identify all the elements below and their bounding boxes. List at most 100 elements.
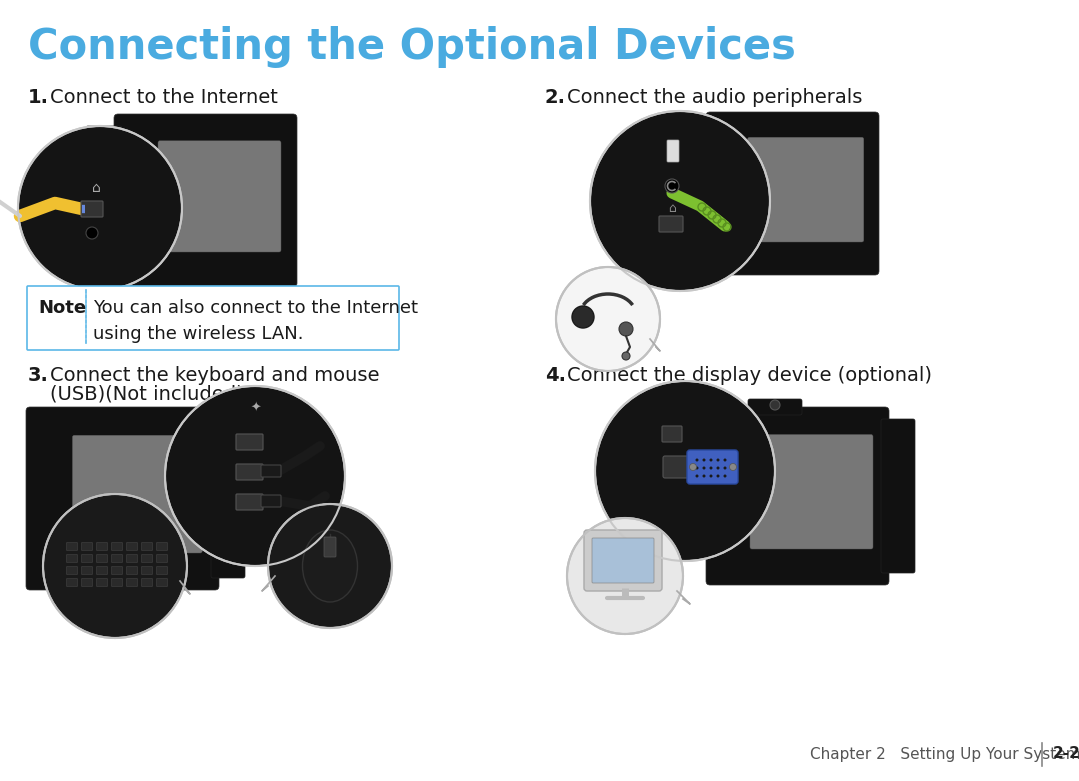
FancyBboxPatch shape: [663, 426, 682, 442]
Circle shape: [696, 475, 698, 477]
FancyBboxPatch shape: [584, 530, 663, 591]
Text: ✦: ✦: [251, 401, 261, 415]
FancyBboxPatch shape: [667, 140, 679, 162]
FancyBboxPatch shape: [748, 137, 864, 242]
Circle shape: [729, 463, 737, 470]
FancyBboxPatch shape: [67, 543, 78, 551]
Circle shape: [716, 475, 720, 477]
FancyBboxPatch shape: [236, 434, 263, 450]
FancyBboxPatch shape: [261, 495, 281, 507]
Text: Connect the keyboard and mouse: Connect the keyboard and mouse: [50, 366, 380, 385]
Circle shape: [595, 381, 775, 561]
FancyBboxPatch shape: [706, 407, 889, 585]
FancyBboxPatch shape: [687, 450, 738, 484]
FancyBboxPatch shape: [236, 494, 263, 510]
FancyBboxPatch shape: [111, 566, 123, 575]
FancyBboxPatch shape: [111, 543, 123, 551]
Circle shape: [716, 466, 720, 469]
FancyBboxPatch shape: [141, 543, 152, 551]
FancyBboxPatch shape: [82, 566, 93, 575]
FancyBboxPatch shape: [72, 435, 202, 553]
Circle shape: [770, 400, 780, 410]
Circle shape: [724, 466, 726, 469]
FancyBboxPatch shape: [748, 399, 802, 415]
Text: 1.: 1.: [28, 88, 49, 107]
FancyBboxPatch shape: [86, 126, 122, 275]
FancyBboxPatch shape: [141, 555, 152, 562]
Circle shape: [566, 518, 683, 634]
FancyBboxPatch shape: [82, 543, 93, 551]
Circle shape: [724, 475, 726, 477]
Circle shape: [710, 466, 712, 469]
Ellipse shape: [302, 530, 357, 602]
FancyBboxPatch shape: [261, 465, 281, 477]
FancyBboxPatch shape: [680, 124, 714, 263]
Text: 4.: 4.: [545, 366, 566, 385]
FancyBboxPatch shape: [96, 579, 108, 587]
FancyBboxPatch shape: [141, 579, 152, 587]
Circle shape: [590, 111, 770, 291]
Circle shape: [702, 475, 706, 477]
FancyBboxPatch shape: [236, 464, 263, 480]
FancyBboxPatch shape: [111, 579, 123, 587]
FancyBboxPatch shape: [750, 434, 873, 549]
Circle shape: [18, 126, 182, 290]
Circle shape: [165, 386, 345, 566]
Text: 2-2: 2-2: [1053, 747, 1079, 761]
Text: You can also connect to the Internet
using the wireless LAN.: You can also connect to the Internet usi…: [93, 299, 418, 344]
Circle shape: [689, 463, 697, 470]
Circle shape: [268, 504, 392, 628]
Circle shape: [619, 322, 633, 336]
FancyBboxPatch shape: [96, 555, 108, 562]
Text: Connecting the Optional Devices: Connecting the Optional Devices: [28, 26, 796, 68]
Circle shape: [665, 179, 679, 193]
FancyBboxPatch shape: [211, 419, 245, 578]
Text: Note: Note: [38, 299, 86, 317]
Circle shape: [696, 458, 698, 462]
FancyBboxPatch shape: [156, 579, 167, 587]
FancyBboxPatch shape: [126, 579, 137, 587]
FancyBboxPatch shape: [27, 286, 399, 350]
Text: 2.: 2.: [545, 88, 566, 107]
FancyBboxPatch shape: [706, 112, 879, 275]
FancyBboxPatch shape: [663, 456, 692, 478]
FancyBboxPatch shape: [156, 543, 167, 551]
FancyBboxPatch shape: [111, 555, 123, 562]
Text: 3.: 3.: [28, 366, 49, 385]
FancyBboxPatch shape: [592, 538, 654, 583]
Circle shape: [696, 466, 698, 469]
FancyBboxPatch shape: [82, 555, 93, 562]
Text: Connect the audio peripherals: Connect the audio peripherals: [566, 88, 862, 107]
FancyBboxPatch shape: [96, 543, 108, 551]
Circle shape: [702, 458, 706, 462]
FancyBboxPatch shape: [114, 114, 297, 287]
Text: ⌂: ⌂: [668, 202, 675, 216]
Text: (USB)(Not included): (USB)(Not included): [50, 384, 244, 403]
Circle shape: [622, 352, 630, 360]
FancyBboxPatch shape: [141, 566, 152, 575]
Circle shape: [710, 475, 712, 477]
FancyBboxPatch shape: [324, 537, 336, 557]
Circle shape: [43, 494, 187, 638]
FancyBboxPatch shape: [880, 419, 915, 573]
FancyBboxPatch shape: [659, 216, 683, 232]
Circle shape: [724, 458, 726, 462]
FancyBboxPatch shape: [67, 566, 78, 575]
Text: ⌂: ⌂: [92, 181, 100, 195]
Text: Connect the display device (optional): Connect the display device (optional): [566, 366, 932, 385]
FancyBboxPatch shape: [156, 555, 167, 562]
FancyBboxPatch shape: [67, 555, 78, 562]
Circle shape: [86, 227, 98, 239]
FancyBboxPatch shape: [158, 141, 281, 252]
Circle shape: [556, 267, 660, 371]
FancyBboxPatch shape: [82, 579, 93, 587]
Text: Chapter 2   Setting Up Your System: Chapter 2 Setting Up Your System: [810, 747, 1079, 761]
FancyBboxPatch shape: [81, 201, 103, 217]
Circle shape: [572, 306, 595, 328]
FancyBboxPatch shape: [156, 566, 167, 575]
Circle shape: [710, 458, 712, 462]
Circle shape: [716, 458, 720, 462]
FancyBboxPatch shape: [126, 543, 137, 551]
FancyBboxPatch shape: [126, 555, 137, 562]
Text: Connect to the Internet: Connect to the Internet: [50, 88, 278, 107]
